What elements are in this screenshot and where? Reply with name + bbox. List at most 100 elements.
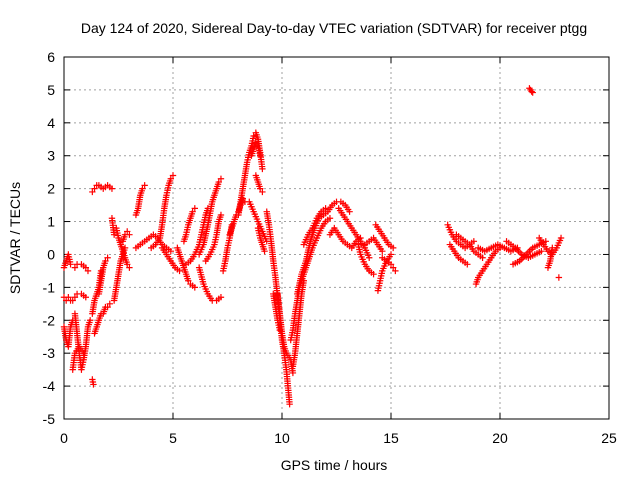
y-tick-label: -5 — [43, 411, 56, 427]
series-arc-24 — [195, 264, 225, 304]
x-tick-labels: 0 5 10 15 20 25 — [60, 430, 617, 446]
series-arc-27 — [219, 221, 236, 275]
data-point — [104, 254, 111, 261]
series-arc-50 — [453, 231, 486, 261]
data-point — [387, 261, 395, 268]
data-point — [528, 88, 535, 95]
series-arc-58 — [526, 85, 536, 96]
data-point — [89, 188, 96, 196]
data-point — [379, 247, 386, 255]
chart-title: Day 124 of 2020, Sidereal Day-to-day VTE… — [81, 20, 587, 36]
series-arc-18 — [132, 231, 175, 255]
data-point — [80, 349, 87, 357]
data-point — [542, 238, 549, 245]
series-arc-10 — [91, 300, 113, 337]
data-point — [126, 264, 133, 271]
data-point — [106, 300, 113, 308]
data-point — [387, 251, 395, 258]
y-tick-label: -3 — [43, 345, 56, 361]
y-tick-label: -2 — [43, 312, 56, 328]
data-point — [102, 257, 109, 265]
y-tick-label: 1 — [47, 214, 55, 230]
data-point — [217, 294, 225, 301]
data-point — [252, 139, 260, 146]
data-point — [529, 89, 536, 96]
series-arc-28 — [226, 195, 249, 238]
data-point — [124, 261, 131, 268]
x-tick-label: 5 — [169, 430, 177, 446]
data-point — [286, 400, 293, 408]
series-arc-23 — [182, 205, 212, 268]
y-tick-label: 4 — [47, 115, 55, 131]
data-point — [276, 326, 284, 334]
series-arc-44 — [361, 234, 386, 255]
series-arc-21 — [174, 244, 198, 291]
data-point — [90, 381, 97, 388]
data-point — [479, 254, 486, 261]
series-arc-08 — [89, 376, 97, 388]
series-arc-32 — [246, 198, 270, 245]
series-arc-56 — [544, 244, 556, 271]
data-point — [370, 271, 377, 278]
data-point — [71, 264, 79, 271]
data-point — [259, 165, 266, 173]
series-arc-16 — [117, 228, 133, 248]
series-arc-14 — [110, 244, 129, 304]
series-arc-19 — [148, 172, 177, 252]
data-point — [167, 175, 175, 182]
series-arc-43 — [355, 241, 377, 278]
x-tick-label: 20 — [492, 430, 508, 446]
data-point — [124, 228, 131, 235]
y-tick-label: -4 — [43, 378, 56, 394]
x-axis-label: GPS time / hours — [281, 457, 388, 473]
data-point — [126, 231, 133, 238]
y-tick-label: -1 — [43, 279, 56, 295]
data-point — [167, 247, 175, 255]
data-point — [169, 172, 177, 179]
series-arc-11 — [89, 182, 116, 196]
data-point — [217, 175, 225, 182]
data-point — [189, 208, 196, 215]
data-point — [538, 247, 545, 255]
data-point — [322, 205, 329, 212]
series-arc-54 — [509, 238, 549, 268]
data-point — [470, 238, 478, 245]
y-tick-label: 2 — [47, 181, 55, 197]
y-tick-label: 0 — [47, 246, 55, 262]
series-arc-36 — [270, 290, 284, 334]
series-arc-02 — [60, 294, 76, 304]
data-point — [141, 182, 148, 189]
data-point — [71, 294, 79, 301]
data-point — [86, 317, 94, 324]
data-point — [185, 277, 192, 284]
series-arc-47 — [379, 254, 399, 275]
data-point — [65, 294, 72, 301]
series-arc-46 — [372, 221, 397, 252]
series-arc-57 — [555, 274, 563, 281]
data-point — [191, 205, 198, 212]
data-point — [392, 267, 399, 275]
series-arc-31 — [252, 172, 266, 196]
series-arc-22 — [180, 205, 198, 245]
data-point — [191, 284, 198, 291]
series-arc-06 — [71, 310, 94, 373]
data-point — [555, 274, 563, 281]
x-tick-label: 10 — [274, 430, 290, 446]
data-point — [389, 244, 397, 252]
series-arc-33 — [254, 224, 268, 255]
y-tick-label: 6 — [47, 49, 55, 65]
series-arc-42 — [335, 205, 373, 261]
series-arc-07 — [69, 343, 87, 373]
data-point — [261, 247, 268, 255]
series-arc-25 — [195, 175, 225, 258]
data-point — [389, 264, 397, 271]
data-point — [82, 264, 89, 271]
data-point — [108, 185, 116, 192]
data-point — [139, 185, 146, 192]
data-point — [121, 244, 129, 252]
y-axis-label: SDTVAR / TECUs — [7, 182, 23, 294]
plot-frame — [63, 56, 610, 420]
grid — [64, 57, 609, 419]
series-arc-41 — [326, 224, 364, 252]
